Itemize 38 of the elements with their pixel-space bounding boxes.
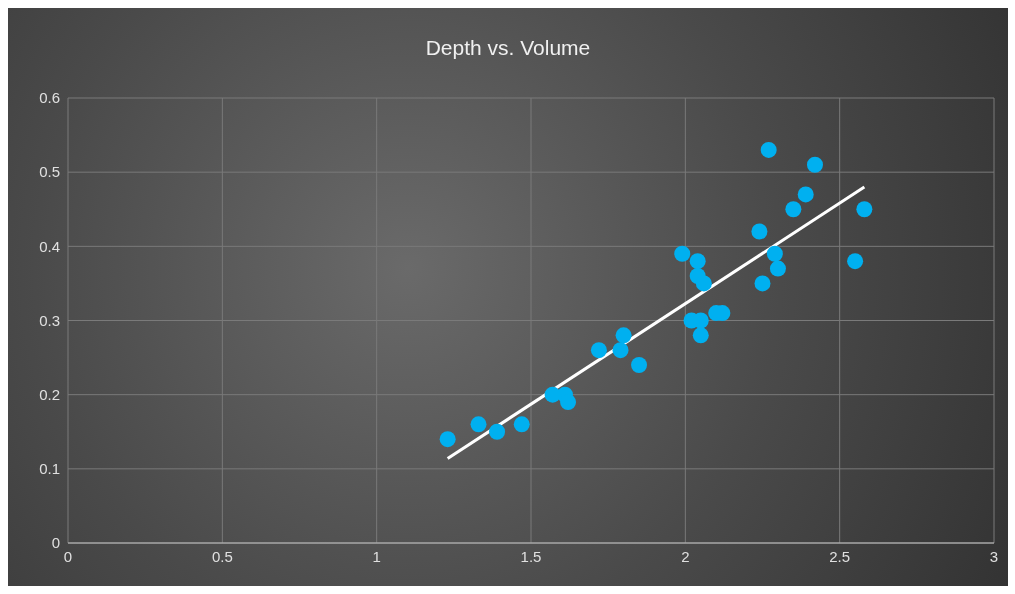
point bbox=[615, 327, 632, 344]
point bbox=[769, 260, 786, 277]
y-tick-label: 0.5 bbox=[39, 163, 60, 181]
x-tick-label: 0.5 bbox=[211, 547, 233, 565]
point bbox=[797, 186, 814, 203]
x-tick-label: 0 bbox=[63, 547, 73, 565]
point bbox=[513, 416, 530, 433]
y-tick-label: 0 bbox=[51, 534, 60, 552]
y-tick-label: 0.1 bbox=[39, 460, 60, 478]
point bbox=[695, 275, 712, 292]
point bbox=[847, 253, 864, 270]
point bbox=[754, 275, 771, 292]
point bbox=[856, 201, 873, 218]
x-tick-label: 1 bbox=[372, 547, 381, 565]
point bbox=[751, 223, 768, 240]
x-tick-label: 2 bbox=[681, 547, 690, 565]
point bbox=[470, 416, 487, 433]
point bbox=[489, 423, 506, 440]
point bbox=[785, 201, 802, 218]
point bbox=[590, 342, 607, 359]
x-tick-label: 2.5 bbox=[829, 547, 851, 565]
point bbox=[612, 342, 629, 359]
y-tick-label: 0.6 bbox=[39, 89, 60, 107]
point bbox=[689, 253, 706, 270]
point bbox=[631, 357, 648, 373]
point bbox=[674, 245, 691, 262]
y-tick-label: 0.2 bbox=[39, 385, 60, 403]
point bbox=[806, 156, 823, 173]
point bbox=[766, 245, 783, 262]
point bbox=[760, 141, 777, 158]
x-tick-label: 1.5 bbox=[520, 547, 542, 565]
x-tick-label: 3 bbox=[989, 547, 999, 565]
chart-title: Depth vs. Volume bbox=[424, 36, 592, 60]
point bbox=[560, 394, 577, 411]
point bbox=[439, 431, 456, 448]
y-tick-label: 0.4 bbox=[39, 237, 60, 255]
y-tick-label: 0.3 bbox=[39, 311, 60, 329]
point bbox=[692, 327, 709, 344]
